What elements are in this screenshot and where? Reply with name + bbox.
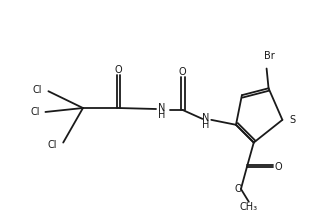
Text: Cl: Cl — [30, 107, 40, 117]
Text: O: O — [115, 65, 122, 75]
Text: Cl: Cl — [48, 140, 57, 150]
Text: N: N — [158, 103, 165, 113]
Text: H: H — [202, 120, 209, 130]
Text: O: O — [275, 162, 282, 172]
Text: CH₃: CH₃ — [240, 202, 258, 212]
Text: S: S — [289, 115, 295, 125]
Text: Br: Br — [264, 51, 274, 61]
Text: Cl: Cl — [33, 85, 42, 95]
Text: N: N — [202, 113, 209, 123]
Text: O: O — [179, 68, 187, 77]
Text: O: O — [234, 184, 242, 194]
Text: H: H — [158, 110, 165, 120]
